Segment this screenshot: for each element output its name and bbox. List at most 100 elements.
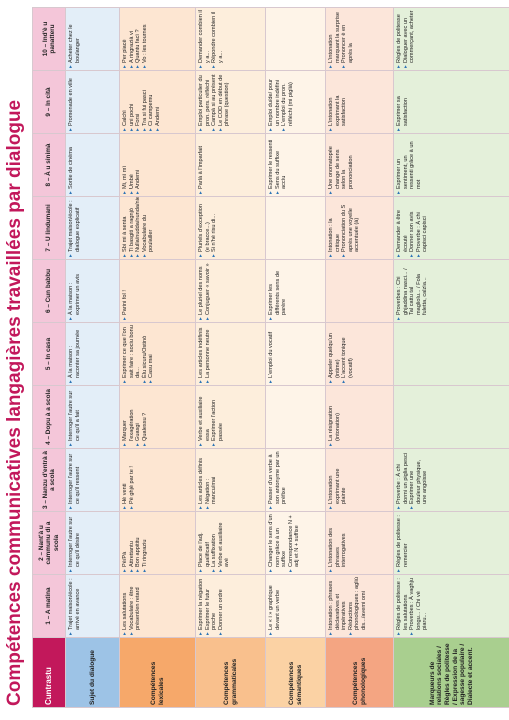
cell-item: Trajet maison/école : dialogue explicati… bbox=[68, 199, 81, 257]
cell-item: Ti basgiti a ragnjò bbox=[129, 199, 136, 257]
column-header: 10 – Ind'è u panatteru bbox=[32, 7, 66, 71]
table-cell: Règles de politesseDialoguer avec un com… bbox=[393, 7, 509, 71]
table-cell: Les salutationsVocabulaire : être présen… bbox=[119, 574, 196, 638]
cell-item: L'intonation exprimant la satisfaction bbox=[328, 73, 348, 131]
cell-item: Per piacè bbox=[122, 10, 129, 68]
table-cell: Place de l'adj. qualificatifLa suffixati… bbox=[195, 511, 266, 575]
cell-item: Interroger l'autre sur ce qu'il a fait bbox=[68, 388, 81, 446]
cell-item: Vocabulaire du poulailler bbox=[142, 199, 155, 257]
cell-item: Trajet maison/école : arrivé en avance bbox=[68, 577, 81, 635]
corner-header: Cuntrastu bbox=[32, 637, 66, 708]
table-cell: Proverbe : À chi dormi un piglia pesciEx… bbox=[393, 448, 509, 512]
table-row: Compétences sémantiques Le « i » graphiqu… bbox=[265, 7, 326, 708]
table-cell: Mi, mì mìUmbèAndemi bbox=[119, 133, 196, 197]
table-cell: Hè ventiPè ghjè par te ! bbox=[119, 448, 196, 512]
cell-item: Proverbe : À chi capisci capisci bbox=[416, 199, 429, 257]
cell-item: Vo : les tournes bbox=[142, 10, 149, 68]
cell-item: L'intonation marquant la surprise bbox=[328, 10, 341, 68]
table-cell: Exprimer les différents sens de parère bbox=[265, 259, 326, 323]
cell-item: Pè/Pà bbox=[122, 514, 129, 572]
table-row: Compétences lexicalesLes salutationsVoca… bbox=[119, 7, 196, 708]
table-cell: Interroger l'autre sur ce qu'il ressent bbox=[65, 448, 120, 512]
column-header: 9 – In cità bbox=[32, 70, 66, 134]
cell-item: Proverbe : À chi dormi un piglia pesci bbox=[396, 451, 409, 509]
table-cell: Emploi du/de/ pour un nombre indéfiniL'e… bbox=[265, 70, 326, 134]
cell-item: Tra si fui pasci bbox=[142, 73, 149, 131]
column-header: 8 – À u sinimà bbox=[32, 133, 66, 197]
cell-item: Si n'hè risu di... bbox=[211, 199, 218, 257]
table-cell: Pè/PàAttrettantuBon appitituTi ringraziu bbox=[119, 511, 196, 575]
table-cell: Appeler quelqu'un (intime)L'accent toniq… bbox=[325, 322, 394, 386]
cell-item: Interroger l'autre sur ce qu'il ressent bbox=[68, 451, 81, 509]
cell-item: Règles de politesse : les salutations bbox=[396, 577, 409, 635]
cell-item: Campà si au présent bbox=[211, 73, 218, 131]
cell-item: Prononcer è en après la bbox=[341, 10, 354, 68]
column-header: 2 – Nant'à u cammunu di a scola bbox=[32, 511, 66, 575]
table-cell: Marquer l'exagérationGuasgiQualessu ? bbox=[119, 385, 196, 449]
cell-item: Correspondance N + adj et N + suffixe bbox=[288, 514, 301, 572]
cell-item: Mi, mì mì bbox=[122, 136, 129, 194]
table-cell bbox=[265, 385, 326, 449]
cell-item: La résignation (intonation) bbox=[328, 388, 341, 446]
cell-item: La suffixation bbox=[211, 514, 218, 572]
cell-item: Exprimer la négation bbox=[198, 577, 205, 635]
cell-item: Le « i » graphique devant un verbe bbox=[268, 577, 281, 635]
cell-item: Intonation : phrases déclaratives et imp… bbox=[328, 577, 348, 635]
table-cell: Le « i » graphique devant un verbe bbox=[265, 574, 326, 638]
cell-item: Exprimer le futur proche bbox=[205, 577, 218, 635]
table-cell: Interroger l'autre sur ce qu'il désire bbox=[65, 511, 120, 575]
table-cell: Exprimer le ressentiSens du suffixe accì… bbox=[265, 133, 326, 197]
cell-item: Donner son avis bbox=[409, 199, 416, 257]
cell-item: uni pochi bbox=[129, 73, 136, 131]
cell-item: A ringrazià vi bbox=[129, 10, 136, 68]
cell-item: Marquer l'exagération bbox=[122, 388, 135, 446]
table-cell: Demander à être écoutéDonner son avisPro… bbox=[393, 196, 509, 260]
cell-item: Appeler quelqu'un (intime) bbox=[328, 325, 341, 383]
table-cell: Calchìuni pochiForsiTra si fui pasciCi c… bbox=[119, 70, 196, 134]
row-label: Marqueurs de relations sociales / Règles… bbox=[393, 637, 509, 708]
cell-item: Règles de politesse : remercier bbox=[396, 514, 409, 572]
cell-item: Prononciation du S après une voyelle acc… bbox=[341, 199, 361, 257]
row-label: Compétences phonologiques bbox=[325, 637, 394, 708]
cell-item: Parini fol ! bbox=[122, 262, 129, 320]
cell-item: Èlu sicuru/Ostinò bbox=[142, 325, 149, 383]
column-header: 6 – Cun babbu bbox=[32, 259, 66, 323]
cell-item: Passer d'un verbe à son antonyme par un … bbox=[268, 451, 288, 509]
table-cell: L'intonation des phrases interrogatives bbox=[325, 511, 394, 575]
table-cell: Parlà à l'imparfait bbox=[195, 133, 266, 197]
cell-item: Calchì bbox=[122, 73, 129, 131]
cell-item: Quantu facì ? bbox=[135, 10, 142, 68]
cell-item: Casu mai bbox=[148, 325, 155, 383]
cell-item: Négation : mancu/mai bbox=[205, 451, 218, 509]
table-cell: À la maison : exprimer un avis bbox=[65, 259, 120, 323]
cell-item: Exprimer le ressenti bbox=[268, 136, 275, 194]
cell-item: Intonation : la critique bbox=[328, 199, 341, 257]
row-label: Sujet du dialogue bbox=[65, 637, 120, 708]
cell-item: Dialoguer avec un commerçant, acheter bbox=[403, 10, 416, 68]
table-cell: Interroger l'autre sur ce qu'il a fait bbox=[65, 385, 120, 449]
table-cell: Exprimer ce que l'on sait faire : sociu … bbox=[119, 322, 196, 386]
cell-item: Sortie de cinéma bbox=[68, 136, 75, 194]
cell-item: Exprimer ce que l'on sait faire : sociu … bbox=[122, 325, 142, 383]
cell-item: Andemi bbox=[155, 73, 162, 131]
table-cell: Pluriels d'exception (e bracce...)Si n'h… bbox=[195, 196, 266, 260]
cell-item: Le COD en début de phrase (question) bbox=[218, 73, 231, 131]
cell-item: Demander à être écouté bbox=[396, 199, 409, 257]
column-header: 5 – In casa bbox=[32, 322, 66, 386]
cell-item: Qualessu ? bbox=[142, 388, 149, 446]
table-cell: Les articles définisNégation : mancu/mai bbox=[195, 448, 266, 512]
table-cell: Per piacèA ringrazià viQuantu facì ?Vo :… bbox=[119, 7, 196, 71]
cell-item: La personne neutre bbox=[205, 325, 212, 383]
table-row: Compétences grammaticalesExprimer la nég… bbox=[195, 7, 266, 708]
cell-item: L'accent tonique (vocatif) bbox=[341, 325, 354, 383]
cell-item: Les salutations bbox=[122, 577, 129, 635]
cell-item: Les articles indéfinis bbox=[198, 325, 205, 383]
row-label: Compétences lexicales bbox=[119, 637, 196, 708]
table-cell: Les articles indéfinisLa personne neutre bbox=[195, 322, 266, 386]
table-cell: Passer d'un verbe à son antonyme par un … bbox=[265, 448, 326, 512]
table-cell: Intonation : la critiquePrononciation du… bbox=[325, 196, 394, 260]
table-cell: Exprimer la négationExprimer le futur pr… bbox=[195, 574, 266, 638]
cell-item: Une onomatopée change de sens selon la p… bbox=[328, 136, 354, 194]
column-header: 4 – Dopu à a scola bbox=[32, 385, 66, 449]
